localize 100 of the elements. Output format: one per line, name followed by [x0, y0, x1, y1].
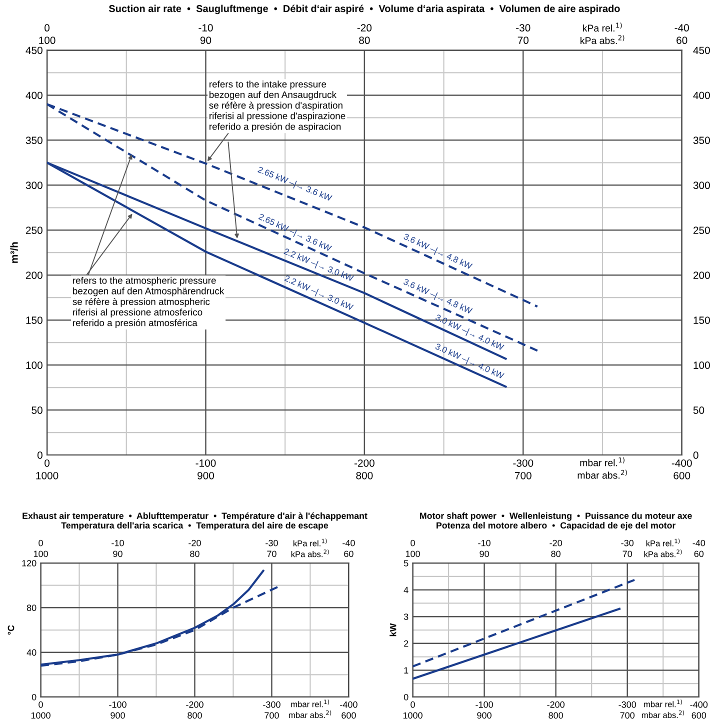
y-tick-label: 0: [404, 694, 408, 700]
y2-tick-label: 300: [693, 182, 710, 190]
chart-title: Motor shaft power • Wellenleistung • Puissance du moteur axe Potenza del motore albero • Capacidad de eje del motor: [420, 512, 692, 530]
y2-tick-label: 250: [693, 226, 710, 234]
x2-tick-label: -20: [188, 540, 201, 546]
y-tick-label: 150: [26, 316, 42, 324]
annotation: 3.6 kW –|→ 4.8 kW: [402, 233, 473, 272]
text: 1000: [31, 712, 50, 719]
text: 800: [548, 712, 564, 719]
annotation: refers to the atmospheric pressure bezogen auf den Atmosphärendruck se réfère à pression atmospheric riferisi al pressione atmosferico referido a presión atmosférica: [72, 276, 224, 328]
x-tick-label: -400: [690, 701, 708, 708]
x2-tick-label: -10: [478, 540, 490, 546]
x-axis-title: mbar rel.$^{1)}$: [644, 700, 682, 708]
y-tick-label: 1: [404, 667, 408, 674]
text: 600: [674, 472, 690, 480]
text: mbar abs.$^{2)}$: [642, 710, 684, 718]
text: 60: [676, 36, 688, 44]
y-tick-label: 100: [26, 362, 42, 369]
text: mbar abs.$^{2)}$: [289, 710, 332, 718]
y-tick-label: 2: [404, 640, 408, 647]
y-tick-label: 300: [26, 182, 42, 190]
x-tick-label: -300: [263, 701, 280, 708]
x-tick-label: 0: [410, 701, 415, 708]
x2-tick-label: -10: [112, 540, 124, 546]
x-tick-label: -300: [513, 459, 534, 467]
y-tick-label: 0: [37, 452, 42, 459]
text: 900: [110, 712, 125, 719]
text: 700: [620, 712, 635, 719]
x2-axis-title: kPa rel.$^{1)}$: [293, 538, 327, 546]
text: 90: [480, 550, 489, 558]
x2-axis-title: kPa rel.$^{1)}$: [582, 22, 622, 32]
text: 90: [113, 550, 122, 558]
annotation: refers to the intake pressure bezogen auf den Ansaugdruck se réfère à pression d'aspiration riferisi al pressione d'aspirazione referido a presión de aspiracion: [209, 80, 346, 132]
y-axis-title: kW: [390, 623, 396, 636]
text: 1000: [36, 472, 58, 480]
text: 100: [39, 36, 56, 44]
x-axis-title: mbar rel.$^{1)}$: [291, 700, 330, 708]
annotation: 2.65 kW –|→ 3.6 kW: [256, 166, 333, 203]
y-tick-label: 4: [404, 586, 408, 594]
x-tick-label: -200: [354, 459, 374, 467]
y-axis-title: m³/h: [10, 242, 18, 263]
x-tick-label: -100: [476, 701, 493, 708]
text: kPa abs.$^{2)}$: [291, 549, 329, 558]
x-tick-label: -400: [340, 701, 358, 708]
y2-tick-label: 200: [693, 272, 710, 279]
text: 70: [267, 550, 276, 558]
chart-title: Suction air rate • Saugluftmenge • Débit d‘air aspiré • Volume d‘aria aspirata • Volumen de aire aspirado: [108, 4, 620, 14]
text: 80: [551, 550, 560, 558]
y-axis-title: °C: [8, 625, 14, 635]
x2-axis-title: kPa rel.$^{1)}$: [646, 538, 680, 546]
text: 1000: [403, 712, 422, 719]
text: 800: [188, 712, 202, 719]
text: 70: [622, 550, 632, 558]
x2-tick-label: -20: [550, 540, 562, 546]
y-tick-label: 120: [22, 560, 36, 566]
x-tick-label: -200: [186, 701, 204, 708]
text: 700: [514, 472, 532, 480]
y-tick-label: 40: [26, 649, 36, 656]
y-tick-label: 5: [404, 560, 408, 566]
text: 900: [198, 472, 214, 480]
y2-tick-label: 350: [693, 136, 710, 144]
text: 800: [356, 472, 373, 480]
y2-tick-label: 0: [693, 452, 698, 459]
x2-tick-label: -40: [674, 24, 689, 32]
x2-tick-label: -30: [266, 540, 278, 546]
x-tick-label: -100: [196, 459, 216, 467]
text: 60: [694, 550, 704, 558]
y-tick-label: 350: [26, 136, 42, 144]
chart-title: Exhaust air temperature • Ablufttemperatur • Température d'air à l'échappemant Temperatura dell'aria scarica • Temperatura del aire de escape: [22, 512, 368, 530]
text: 60: [344, 550, 354, 558]
x2-tick-label: -20: [357, 24, 372, 32]
y-tick-label: 80: [26, 604, 36, 612]
x2-tick-label: -10: [198, 24, 213, 32]
text: 700: [264, 712, 279, 719]
text: 600: [342, 712, 356, 719]
text: 600: [692, 712, 706, 719]
x2-tick-label: -30: [516, 24, 530, 32]
text: kPa abs.$^{2)}$: [644, 549, 682, 558]
y-tick-label: 400: [26, 92, 42, 100]
x-tick-label: -300: [618, 701, 636, 708]
x2-tick-label: 0: [44, 24, 50, 32]
text: 70: [518, 36, 529, 44]
text: 80: [359, 36, 370, 44]
x2-tick-label: 0: [410, 540, 415, 546]
y2-tick-label: 100: [694, 362, 710, 369]
x-tick-label: -100: [109, 701, 126, 708]
y2-tick-label: 450: [693, 46, 710, 54]
x-tick-label: -200: [547, 701, 565, 708]
y2-tick-label: 50: [693, 406, 704, 414]
y-tick-label: 3: [404, 614, 408, 620]
x2-tick-label: -40: [692, 540, 706, 546]
y-tick-label: 450: [26, 46, 42, 54]
text: kPa abs.$^{2)}$: [580, 35, 624, 44]
text: mbar abs.$^{2)}$: [578, 470, 627, 479]
text: 900: [477, 712, 492, 719]
x2-tick-label: -30: [621, 540, 634, 546]
y2-tick-label: 400: [693, 92, 710, 100]
x-tick-label: 0: [44, 459, 50, 467]
y-tick-label: 0: [32, 694, 36, 700]
x-tick-label: -400: [672, 459, 692, 467]
